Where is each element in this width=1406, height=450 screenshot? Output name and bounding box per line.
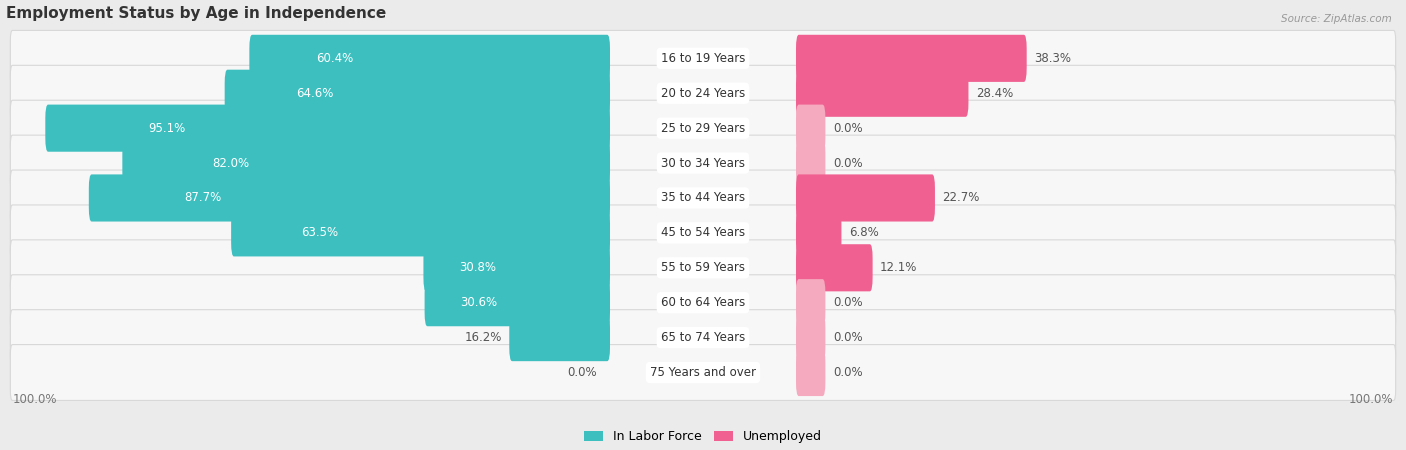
Text: 12.1%: 12.1% xyxy=(880,261,918,274)
Text: 87.7%: 87.7% xyxy=(184,191,222,204)
Text: 65 to 74 Years: 65 to 74 Years xyxy=(661,331,745,344)
Text: 0.0%: 0.0% xyxy=(832,122,862,135)
Text: 22.7%: 22.7% xyxy=(942,191,980,204)
FancyBboxPatch shape xyxy=(249,35,610,82)
FancyBboxPatch shape xyxy=(10,100,1396,156)
Text: 20 to 24 Years: 20 to 24 Years xyxy=(661,87,745,100)
Text: 30.6%: 30.6% xyxy=(460,296,496,309)
FancyBboxPatch shape xyxy=(425,279,610,326)
FancyBboxPatch shape xyxy=(796,175,935,221)
FancyBboxPatch shape xyxy=(796,279,825,326)
Text: 0.0%: 0.0% xyxy=(568,366,598,379)
FancyBboxPatch shape xyxy=(10,65,1396,121)
Text: 0.0%: 0.0% xyxy=(832,366,862,379)
FancyBboxPatch shape xyxy=(796,70,969,117)
FancyBboxPatch shape xyxy=(231,209,610,256)
Text: Source: ZipAtlas.com: Source: ZipAtlas.com xyxy=(1281,14,1392,23)
Text: 28.4%: 28.4% xyxy=(976,87,1014,100)
FancyBboxPatch shape xyxy=(10,345,1396,400)
FancyBboxPatch shape xyxy=(10,275,1396,331)
Text: 60 to 64 Years: 60 to 64 Years xyxy=(661,296,745,309)
FancyBboxPatch shape xyxy=(423,244,610,291)
Text: 95.1%: 95.1% xyxy=(149,122,186,135)
Text: 55 to 59 Years: 55 to 59 Years xyxy=(661,261,745,274)
FancyBboxPatch shape xyxy=(10,135,1396,191)
FancyBboxPatch shape xyxy=(796,209,841,256)
FancyBboxPatch shape xyxy=(509,314,610,361)
Text: 0.0%: 0.0% xyxy=(832,296,862,309)
Text: 60.4%: 60.4% xyxy=(316,52,353,65)
FancyBboxPatch shape xyxy=(89,175,610,221)
Text: 100.0%: 100.0% xyxy=(1350,393,1393,406)
Text: 75 Years and over: 75 Years and over xyxy=(650,366,756,379)
FancyBboxPatch shape xyxy=(796,35,1026,82)
Text: 0.0%: 0.0% xyxy=(832,157,862,170)
Text: 0.0%: 0.0% xyxy=(832,331,862,344)
FancyBboxPatch shape xyxy=(796,349,825,396)
Text: 38.3%: 38.3% xyxy=(1035,52,1071,65)
FancyBboxPatch shape xyxy=(796,244,873,291)
Text: 45 to 54 Years: 45 to 54 Years xyxy=(661,226,745,239)
Text: 63.5%: 63.5% xyxy=(301,226,339,239)
Legend: In Labor Force, Unemployed: In Labor Force, Unemployed xyxy=(579,425,827,448)
Text: Employment Status by Age in Independence: Employment Status by Age in Independence xyxy=(6,5,385,21)
FancyBboxPatch shape xyxy=(796,140,825,187)
Text: 6.8%: 6.8% xyxy=(849,226,879,239)
FancyBboxPatch shape xyxy=(10,310,1396,365)
Text: 35 to 44 Years: 35 to 44 Years xyxy=(661,191,745,204)
FancyBboxPatch shape xyxy=(10,31,1396,86)
FancyBboxPatch shape xyxy=(10,240,1396,296)
Text: 30 to 34 Years: 30 to 34 Years xyxy=(661,157,745,170)
FancyBboxPatch shape xyxy=(122,140,610,187)
Text: 16.2%: 16.2% xyxy=(464,331,502,344)
Text: 82.0%: 82.0% xyxy=(212,157,249,170)
Text: 25 to 29 Years: 25 to 29 Years xyxy=(661,122,745,135)
FancyBboxPatch shape xyxy=(796,314,825,361)
FancyBboxPatch shape xyxy=(225,70,610,117)
FancyBboxPatch shape xyxy=(796,104,825,152)
FancyBboxPatch shape xyxy=(45,104,610,152)
Text: 30.8%: 30.8% xyxy=(458,261,496,274)
Text: 16 to 19 Years: 16 to 19 Years xyxy=(661,52,745,65)
Text: 100.0%: 100.0% xyxy=(13,393,56,406)
Text: 64.6%: 64.6% xyxy=(295,87,333,100)
FancyBboxPatch shape xyxy=(10,205,1396,261)
FancyBboxPatch shape xyxy=(10,170,1396,226)
